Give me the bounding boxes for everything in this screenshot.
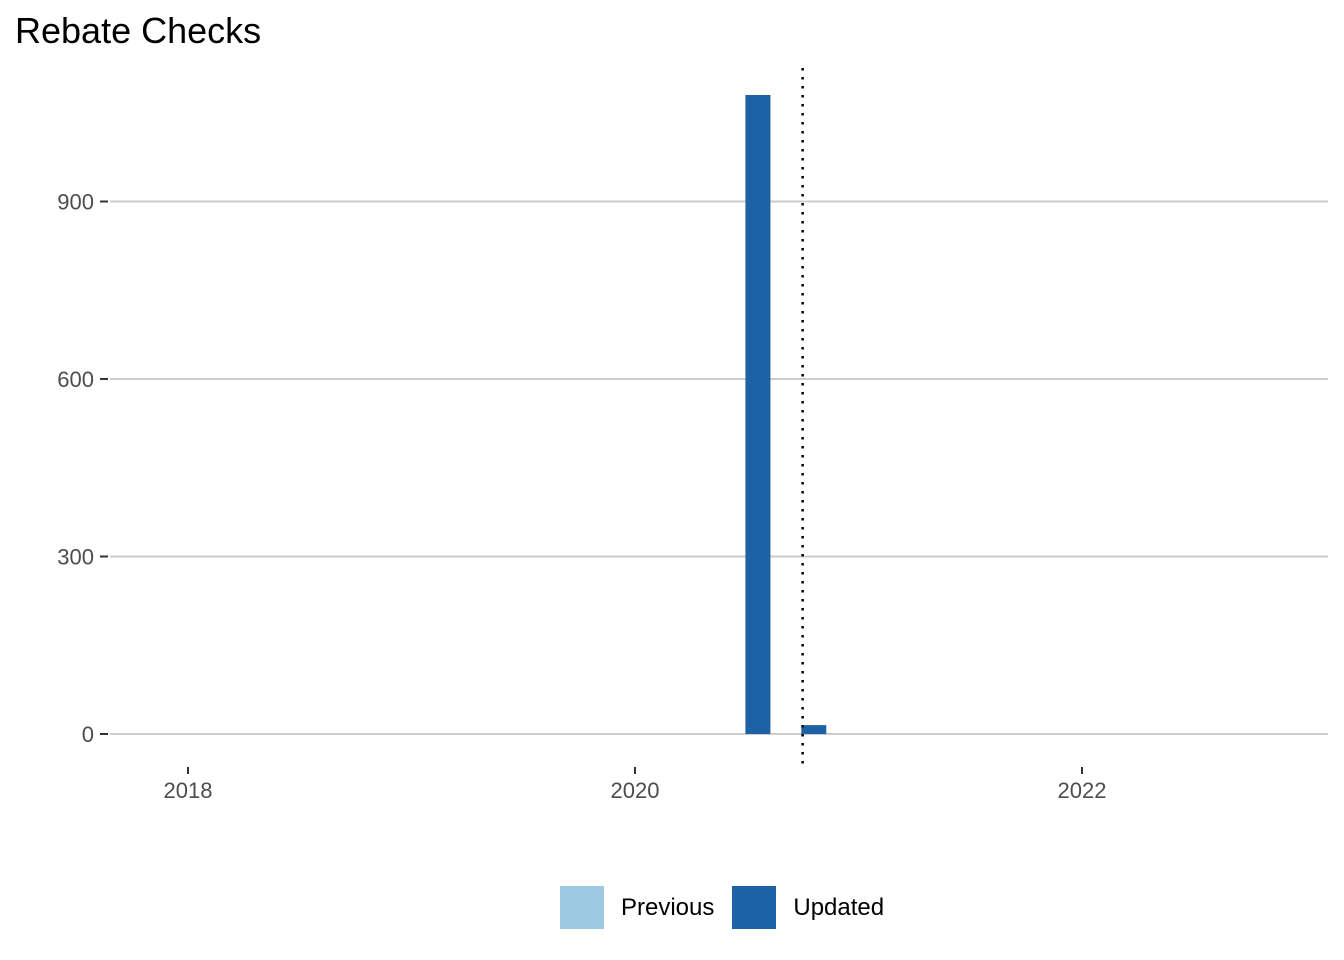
y-tick-label-900: 900: [57, 190, 94, 215]
legend-label-previous: Previous: [621, 894, 714, 922]
legend: Previous Updated: [560, 886, 902, 929]
y-tick-label-600: 600: [57, 367, 94, 392]
gridlines: [110, 202, 1328, 735]
x-tick-label-2020: 2020: [611, 778, 660, 803]
legend-item-previous: Previous: [560, 886, 714, 929]
legend-swatch-previous: [560, 886, 604, 929]
legend-label-updated: Updated: [793, 894, 884, 922]
x-axis: 2018 2020 2022: [164, 767, 1107, 803]
y-tick-label-300: 300: [57, 545, 94, 570]
bars: [745, 95, 826, 734]
legend-item-updated: Updated: [732, 886, 884, 929]
y-axis: 0 300 600 900: [57, 190, 108, 748]
bar-updated-1: [801, 725, 826, 734]
bar-updated-0: [745, 95, 770, 734]
x-tick-label-2018: 2018: [164, 778, 213, 803]
y-tick-label-0: 0: [82, 722, 94, 747]
x-tick-label-2022: 2022: [1058, 778, 1107, 803]
legend-swatch-updated: [732, 886, 776, 929]
